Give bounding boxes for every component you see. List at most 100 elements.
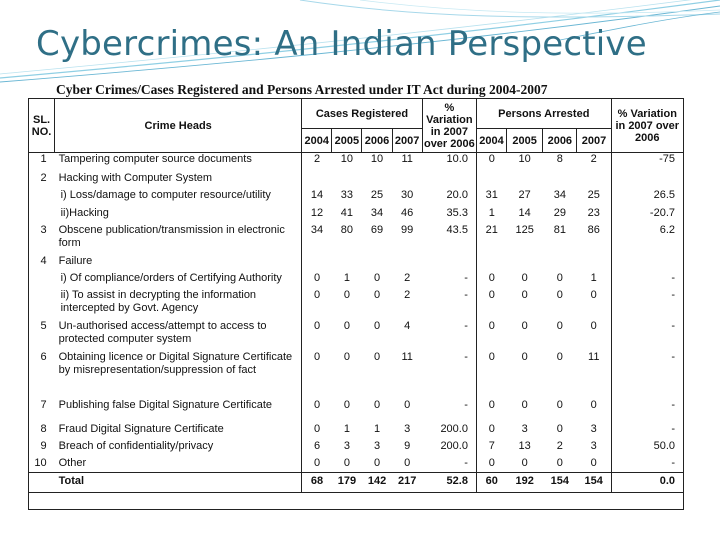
persons-cell: 0	[590, 319, 597, 332]
persons-cell	[507, 255, 543, 272]
table-row: 8 Fraud Digital Signature Certificate 0 1 1 3…	[29, 422, 684, 440]
persons-variation-cell: -	[610, 288, 684, 320]
persons-cell: 25	[587, 188, 600, 201]
decorative-swoosh	[0, 0, 720, 83]
persons-cell: 0	[556, 422, 563, 435]
header-persons-arrested: Persons Arrested	[475, 98, 612, 129]
table-row: 9 Breach of confidentiality/privacy 6 3 3 9 20…	[29, 439, 684, 457]
persons-cell: 0	[475, 319, 507, 351]
table-row: 4 Failure	[29, 254, 684, 272]
serial-number-cell: 7	[40, 398, 47, 411]
crime-table: SL. NO. Crime Heads Cases Registered % V…	[27, 98, 685, 493]
total-cases-cell: 68	[301, 472, 332, 493]
persons-variation-cell	[610, 171, 684, 189]
persons-cell: 0	[475, 350, 507, 399]
cases-cell: 0	[301, 398, 332, 423]
cases-cell: 0	[373, 456, 381, 469]
cases-cell: 0	[343, 350, 350, 363]
persons-cell: 1	[590, 271, 597, 284]
cases-variation-cell: 10.0	[446, 153, 468, 165]
cases-cell: 2	[404, 288, 411, 301]
persons-cell: 0	[556, 288, 563, 301]
cases-variation-cell: -	[464, 288, 468, 301]
cases-cell: 11	[401, 153, 413, 165]
persons-cell: 34	[553, 188, 566, 201]
cases-cell: 99	[401, 223, 414, 236]
cases-cell	[301, 254, 332, 272]
table-row: ii)Hacking 12 41 34 46 35.3 1 14 29 23 -20.7	[29, 206, 684, 224]
cases-cell: 46	[401, 206, 414, 219]
persons-cell: 0	[475, 288, 507, 320]
total-persons-cell: 60	[475, 472, 507, 493]
persons-cell	[543, 172, 577, 189]
persons-cell: 0	[475, 152, 507, 172]
cases-cell: 0	[343, 456, 350, 469]
persons-cell: 0	[521, 271, 528, 284]
cases-cell: 0	[373, 271, 381, 284]
cases-cell: 1	[343, 271, 350, 284]
cases-cell: 0	[301, 422, 332, 440]
serial-number-cell: 8	[40, 422, 47, 435]
crime-head-cell: Un-authorised access/attempt to access t…	[58, 319, 267, 345]
table-row: 2 Hacking with Computer System	[29, 171, 684, 189]
total-persons-cell: 154	[542, 472, 577, 493]
persons-cell: 8	[556, 153, 563, 165]
table-total-row: Total 68 179 142 217 52.8 60 192 154 154 0.0	[28, 472, 684, 493]
header-year: 2007	[391, 128, 423, 153]
persons-cell: 0	[521, 398, 528, 411]
cases-cell: 0	[301, 350, 332, 399]
cases-cell: 6	[301, 439, 332, 457]
cases-cell	[362, 172, 392, 189]
cases-cell: 2	[301, 152, 332, 172]
crime-head-cell: Other	[58, 456, 87, 469]
cases-cell	[332, 172, 362, 189]
cases-cell: 0	[301, 319, 332, 351]
serial-number-cell	[28, 472, 55, 493]
persons-cell: 0	[556, 398, 563, 411]
total-cases-cell: 179	[331, 472, 362, 493]
persons-variation-cell: -	[610, 271, 684, 289]
cases-variation-cell: -	[464, 319, 468, 332]
cases-variation-cell	[422, 255, 476, 272]
cases-cell: 0	[373, 288, 381, 301]
crime-head-cell: ii) To assist in decrypting the informat…	[60, 288, 257, 314]
cases-cell: 0	[373, 398, 381, 411]
persons-cell: 0	[475, 456, 507, 473]
total-label-cell: Total	[54, 472, 302, 493]
persons-variation-cell	[610, 254, 684, 272]
persons-cell: 3	[521, 422, 528, 435]
serial-number-cell: 3	[40, 223, 47, 236]
persons-cell: 0	[521, 319, 528, 332]
header-crime-heads: Crime Heads	[54, 98, 303, 153]
cases-cell: 0	[343, 398, 350, 411]
table-row: i) Of compliance/orders of Certifying Au…	[29, 271, 684, 289]
header-year: 2006	[542, 128, 578, 153]
cases-cell: 0	[404, 456, 411, 469]
persons-cell: 11	[588, 350, 600, 363]
cases-cell	[392, 255, 422, 272]
table-body: 1 Tampering computer source documents 2 10 1…	[28, 152, 684, 493]
header-slno: SL. NO.	[27, 98, 56, 153]
crime-head-cell: ii)Hacking	[60, 206, 109, 219]
serial-number-cell	[29, 207, 55, 224]
table-row: 5 Un-authorised access/attempt to access …	[29, 319, 684, 351]
persons-variation-cell: -75	[610, 152, 684, 172]
cases-variation-cell: 20.0	[446, 188, 468, 201]
table-row: 7 Publishing false Digital Signature Cert…	[29, 398, 684, 423]
crime-head-cell: Obscene publication/transmission in elec…	[58, 223, 285, 249]
cases-cell	[362, 255, 392, 272]
cases-cell: 4	[404, 319, 411, 332]
header-variation-cases: % Variation in 2007 over 2006	[421, 98, 477, 153]
persons-variation-cell: -	[610, 456, 684, 473]
crime-table-panel: Cyber Crimes/Cases Registered and Person…	[27, 82, 685, 514]
cases-variation-cell	[422, 172, 476, 189]
cases-cell: 1	[373, 422, 381, 435]
persons-variation-cell: -20.7	[610, 206, 684, 224]
table-row: i) Loss/damage to computer resource/util…	[29, 188, 684, 207]
persons-cell	[475, 254, 507, 272]
serial-number-cell: 10	[34, 456, 47, 469]
persons-cell: 27	[518, 188, 531, 201]
persons-cell	[475, 171, 507, 189]
persons-cell: 0	[590, 456, 597, 469]
persons-cell	[577, 255, 611, 272]
